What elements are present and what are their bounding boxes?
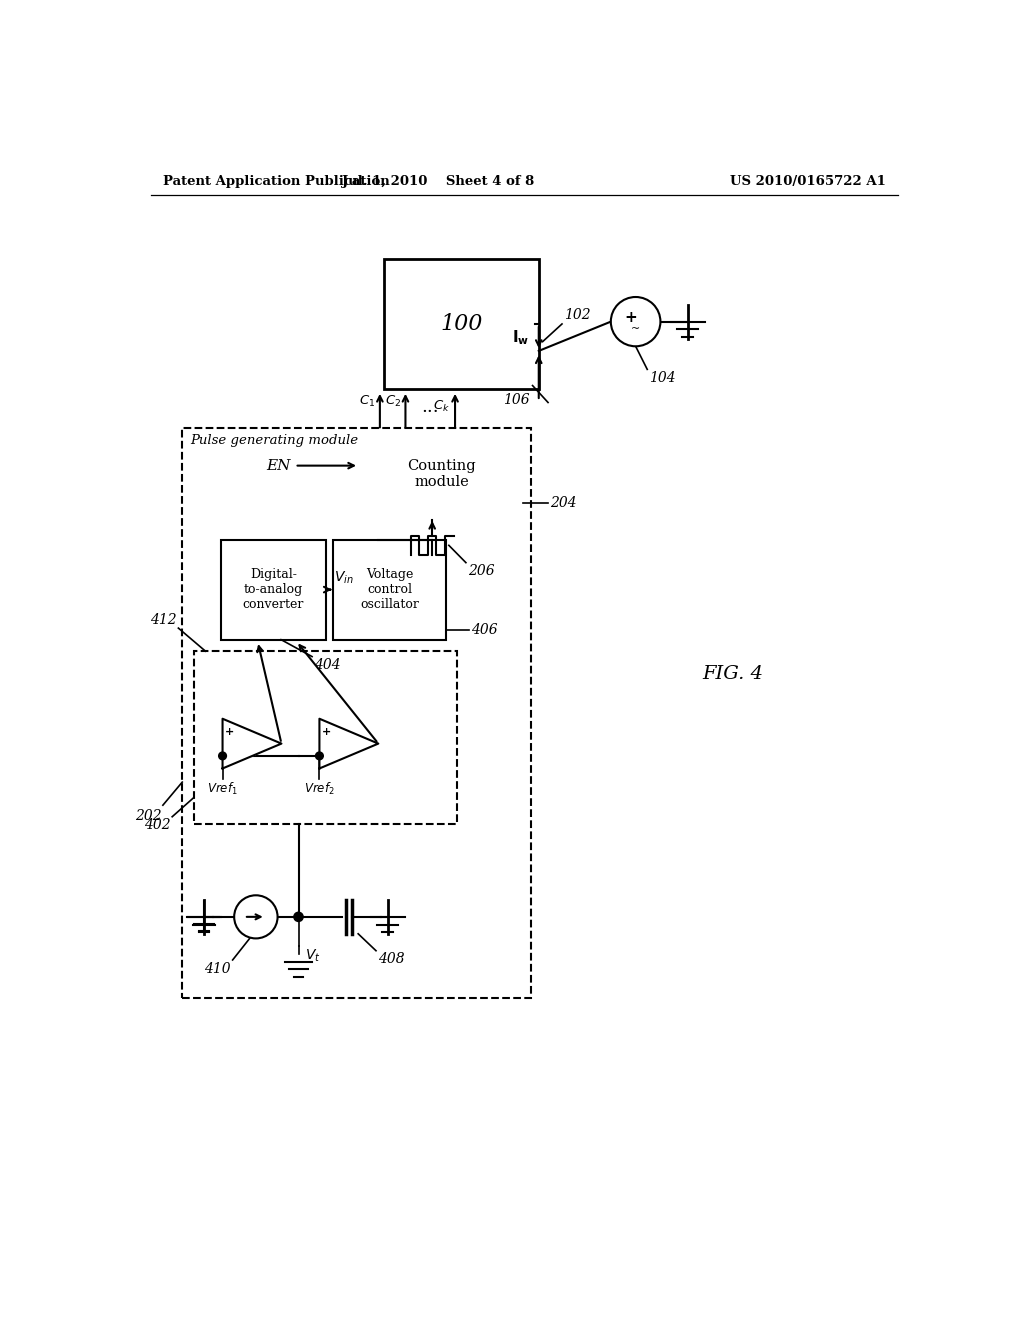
Text: 406: 406 <box>471 623 498 638</box>
Text: 404: 404 <box>313 659 340 672</box>
Text: 412: 412 <box>151 612 177 627</box>
Circle shape <box>315 752 324 760</box>
FancyBboxPatch shape <box>384 259 539 389</box>
Text: EN: EN <box>266 458 291 473</box>
FancyBboxPatch shape <box>182 428 531 998</box>
Text: Patent Application Publication: Patent Application Publication <box>163 176 389 189</box>
Text: 402: 402 <box>144 818 171 833</box>
Text: 202: 202 <box>135 809 162 824</box>
Text: 206: 206 <box>468 564 495 578</box>
Text: Digital-
to-analog
converter: Digital- to-analog converter <box>243 568 304 611</box>
Text: $C_2$: $C_2$ <box>385 393 400 409</box>
Text: 100: 100 <box>440 313 482 335</box>
Text: US 2010/0165722 A1: US 2010/0165722 A1 <box>730 176 886 189</box>
Text: $\mathbf{I_w}$: $\mathbf{I_w}$ <box>512 327 529 347</box>
Circle shape <box>294 912 303 921</box>
Text: 410: 410 <box>205 961 231 975</box>
Polygon shape <box>222 718 282 768</box>
Circle shape <box>219 752 226 760</box>
Text: $Vref_1$: $Vref_1$ <box>207 780 238 797</box>
Text: $V_{in}$: $V_{in}$ <box>334 569 353 586</box>
Text: $Vref_2$: $Vref_2$ <box>304 780 335 797</box>
Text: ...: ... <box>422 397 439 416</box>
Circle shape <box>234 895 278 939</box>
Text: Counting
module: Counting module <box>408 459 476 490</box>
Text: Voltage
control
oscillator: Voltage control oscillator <box>360 568 419 611</box>
Text: $V_t$: $V_t$ <box>305 948 321 964</box>
Polygon shape <box>319 718 378 768</box>
Text: 102: 102 <box>563 309 590 322</box>
Text: 106: 106 <box>503 393 529 408</box>
Text: 204: 204 <box>550 495 577 510</box>
Text: $C_1$: $C_1$ <box>359 393 375 409</box>
Text: +: + <box>625 310 637 325</box>
Text: +: + <box>322 727 331 738</box>
Text: 104: 104 <box>649 371 676 385</box>
Text: Pulse generating module: Pulse generating module <box>190 434 358 447</box>
Text: FIG. 4: FIG. 4 <box>702 665 763 684</box>
FancyBboxPatch shape <box>360 432 523 516</box>
Circle shape <box>611 297 660 346</box>
Text: Jul. 1, 2010    Sheet 4 of 8: Jul. 1, 2010 Sheet 4 of 8 <box>342 176 535 189</box>
FancyBboxPatch shape <box>194 651 458 825</box>
Text: ~: ~ <box>631 325 640 334</box>
Text: $C_k$: $C_k$ <box>433 399 451 414</box>
Text: +: + <box>225 727 234 738</box>
FancyBboxPatch shape <box>334 540 445 640</box>
FancyBboxPatch shape <box>221 540 326 640</box>
Text: 408: 408 <box>378 952 404 966</box>
